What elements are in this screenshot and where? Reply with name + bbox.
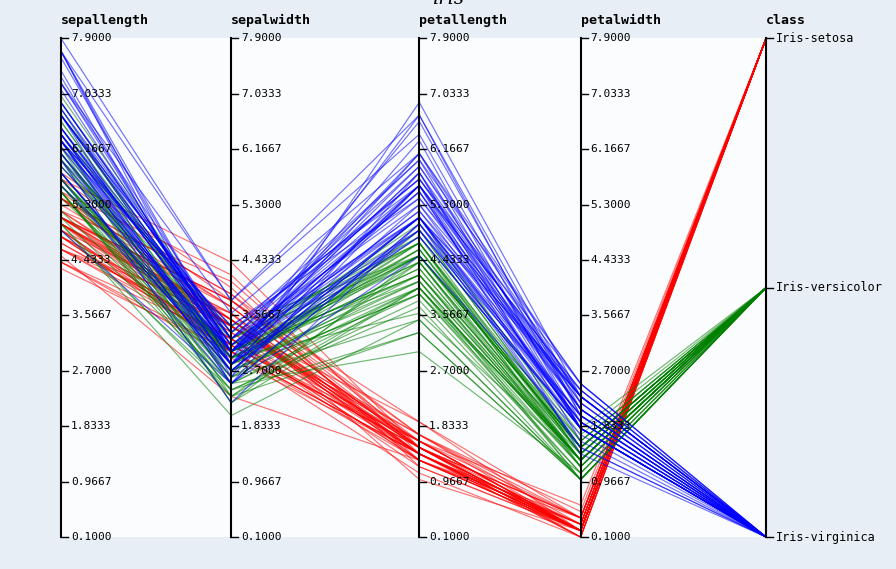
Text: 3.5667: 3.5667	[590, 311, 631, 320]
Text: sepallength: sepallength	[61, 14, 149, 27]
Text: class: class	[766, 14, 806, 27]
Text: 6.1667: 6.1667	[241, 144, 281, 154]
Text: 7.0333: 7.0333	[241, 89, 281, 99]
Text: 7.0333: 7.0333	[590, 89, 631, 99]
Text: 1.8333: 1.8333	[429, 421, 470, 431]
Text: 3.5667: 3.5667	[241, 311, 281, 320]
Text: 2.7000: 2.7000	[71, 366, 111, 376]
Text: 2.7000: 2.7000	[429, 366, 470, 376]
Text: Iris-virginica: Iris-virginica	[776, 530, 875, 543]
Text: 1.8333: 1.8333	[590, 421, 631, 431]
Text: 4.4333: 4.4333	[590, 255, 631, 265]
Text: Iris-setosa: Iris-setosa	[776, 32, 854, 45]
Text: 7.9000: 7.9000	[429, 34, 470, 43]
Text: 0.1000: 0.1000	[590, 532, 631, 542]
Text: 0.9667: 0.9667	[590, 477, 631, 486]
Text: 6.1667: 6.1667	[429, 144, 470, 154]
Text: 7.0333: 7.0333	[429, 89, 470, 99]
Text: 0.9667: 0.9667	[429, 477, 470, 486]
Text: petalwidth: petalwidth	[581, 14, 660, 27]
Text: 3.5667: 3.5667	[71, 311, 111, 320]
Text: 0.9667: 0.9667	[71, 477, 111, 486]
Text: 7.9000: 7.9000	[241, 34, 281, 43]
Text: 0.1000: 0.1000	[429, 532, 470, 542]
Bar	[61, 38, 231, 537]
Text: 0.1000: 0.1000	[241, 532, 281, 542]
Text: 7.9000: 7.9000	[590, 34, 631, 43]
Text: 0.9667: 0.9667	[241, 477, 281, 486]
Text: 3.5667: 3.5667	[429, 311, 470, 320]
Text: sepalwidth: sepalwidth	[231, 14, 311, 27]
Text: 5.3000: 5.3000	[241, 200, 281, 209]
Text: 5.3000: 5.3000	[71, 200, 111, 209]
Text: petallength: petallength	[419, 14, 507, 27]
Text: 6.1667: 6.1667	[590, 144, 631, 154]
Text: 4.4333: 4.4333	[71, 255, 111, 265]
Text: 6.1667: 6.1667	[71, 144, 111, 154]
Bar	[231, 38, 419, 537]
Text: 7.0333: 7.0333	[71, 89, 111, 99]
Text: 4.4333: 4.4333	[429, 255, 470, 265]
Text: 5.3000: 5.3000	[429, 200, 470, 209]
Text: 5.3000: 5.3000	[590, 200, 631, 209]
Text: 4.4333: 4.4333	[241, 255, 281, 265]
Bar	[419, 38, 581, 537]
Text: 1.8333: 1.8333	[241, 421, 281, 431]
Text: 0.1000: 0.1000	[71, 532, 111, 542]
Text: 2.7000: 2.7000	[590, 366, 631, 376]
Text: 1.8333: 1.8333	[71, 421, 111, 431]
Text: iris: iris	[432, 0, 464, 7]
Text: Iris-versicolor: Iris-versicolor	[776, 281, 883, 294]
Bar	[581, 38, 766, 537]
Text: 2.7000: 2.7000	[241, 366, 281, 376]
Text: 7.9000: 7.9000	[71, 34, 111, 43]
